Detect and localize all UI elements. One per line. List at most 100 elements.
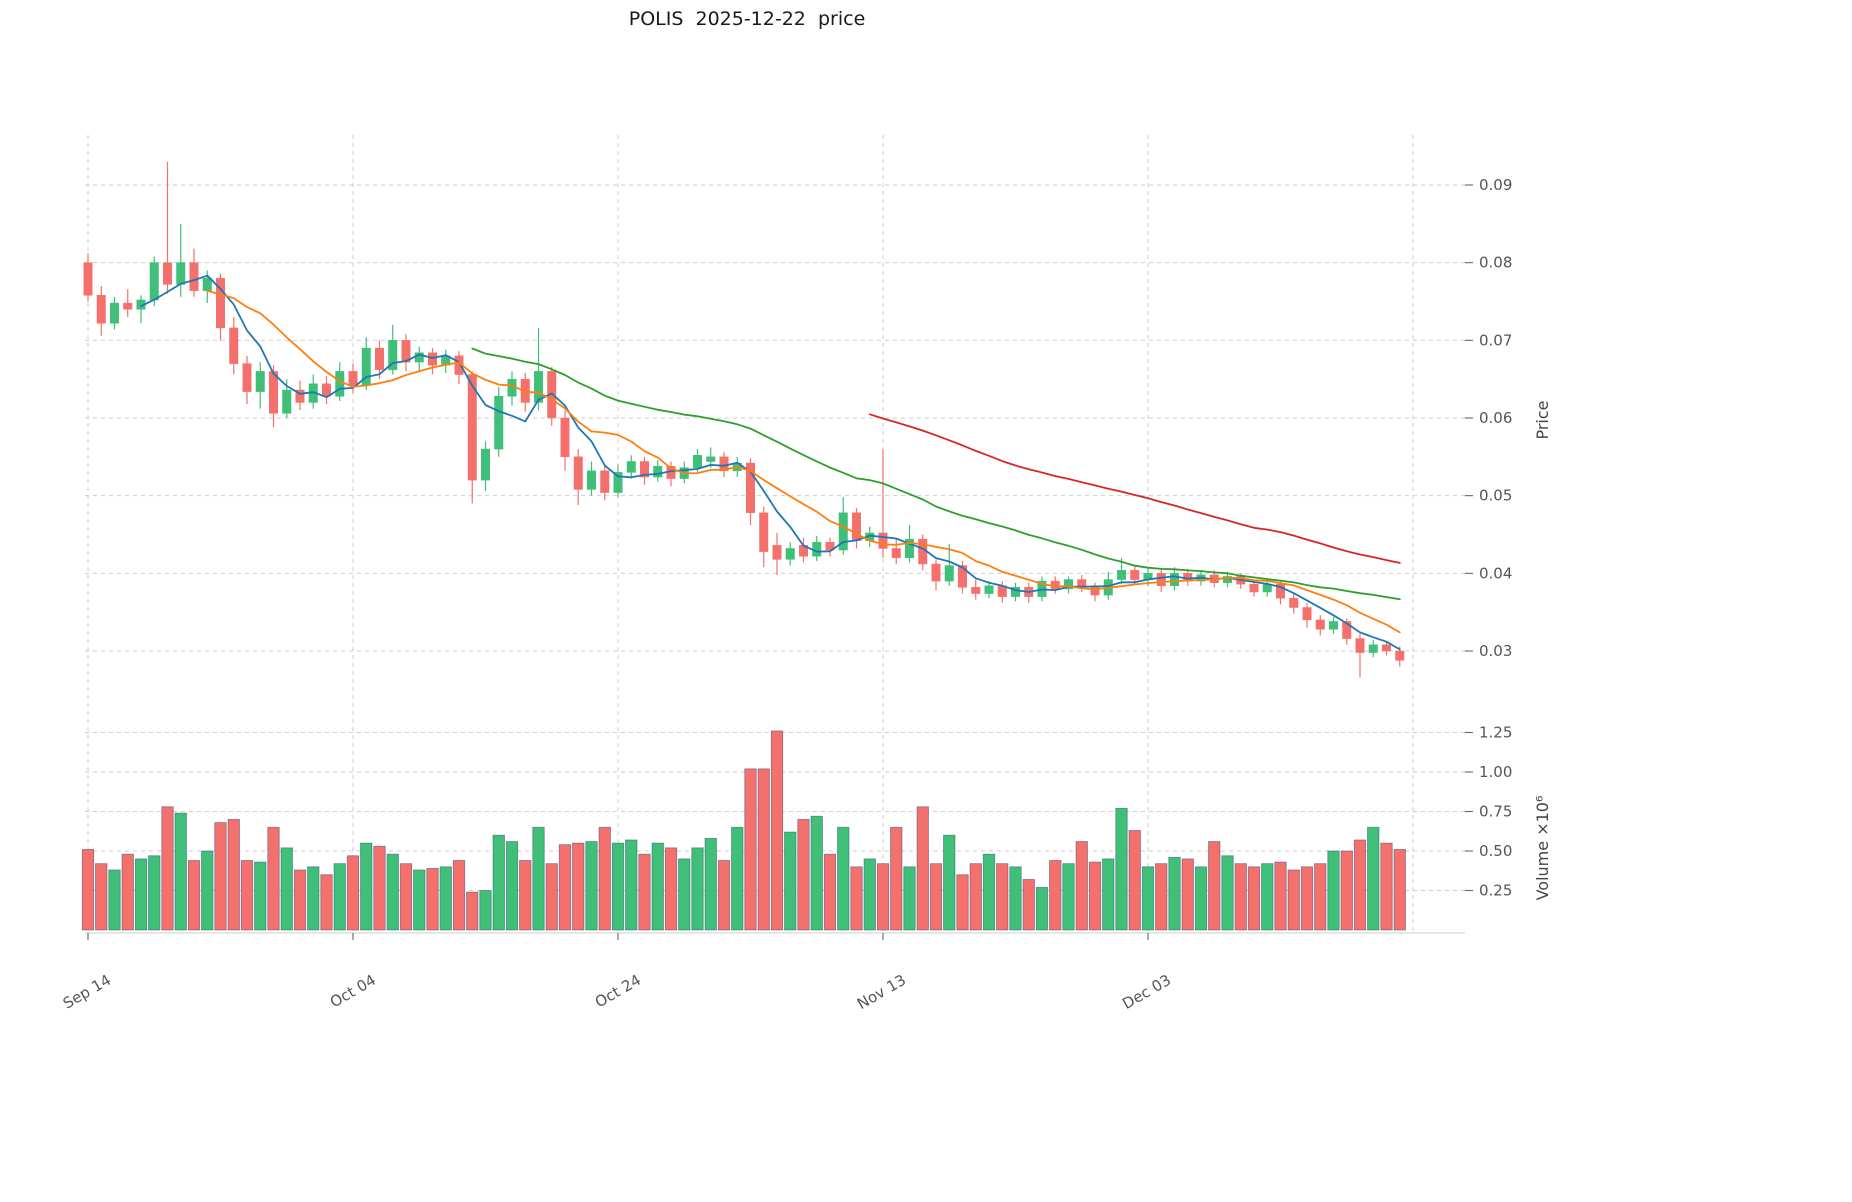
- volume-bar: [969, 863, 982, 931]
- volume-bar: [214, 822, 227, 931]
- x-tick-label: Dec 03: [1119, 971, 1174, 1013]
- volume-bar: [386, 853, 399, 931]
- volume-bar: [1247, 866, 1261, 931]
- candle-body: [1223, 576, 1232, 583]
- candle-body: [1382, 644, 1391, 652]
- volume-bar: [240, 860, 254, 931]
- volume-bar: [439, 866, 452, 931]
- volume-bar: [134, 858, 148, 931]
- candle-body: [123, 302, 133, 310]
- volume-bar: [850, 866, 863, 931]
- volume-bar: [1102, 858, 1115, 931]
- candle-body: [110, 302, 119, 324]
- candle-body: [1355, 638, 1365, 653]
- candle-body: [269, 371, 278, 414]
- candle-body: [971, 587, 981, 594]
- ma-line-5: [140, 274, 1401, 651]
- volume-bar: [651, 842, 664, 931]
- candle-body: [1289, 597, 1299, 608]
- candle-body: [931, 563, 941, 582]
- price-axis-title: Price: [1533, 400, 1552, 439]
- price-tick-label: 0.04: [1479, 564, 1512, 582]
- volume-bar: [187, 860, 201, 931]
- volume-bar: [1049, 860, 1062, 931]
- volume-bar: [1380, 842, 1393, 931]
- volume-bar: [916, 806, 929, 931]
- volume-bar: [625, 839, 638, 931]
- candle-body: [759, 512, 769, 552]
- volume-bar: [1062, 863, 1075, 931]
- volume-bar: [346, 855, 360, 931]
- candle-body: [693, 455, 702, 468]
- candle-body: [348, 371, 358, 386]
- volume-bar: [254, 861, 267, 931]
- candle-body: [163, 262, 172, 285]
- volume-bar: [320, 874, 333, 931]
- x-tick-label: Oct 04: [327, 971, 379, 1011]
- price-tick-label: 0.08: [1479, 254, 1512, 272]
- candle-body: [1329, 621, 1338, 630]
- volume-bar: [638, 853, 651, 931]
- volume-bar: [1115, 807, 1128, 931]
- volume-bar: [982, 853, 996, 931]
- chart-title: POLIS 2025-12-22 price: [628, 8, 866, 30]
- volume-bar: [598, 826, 611, 931]
- candle-body: [1249, 583, 1259, 593]
- candle-body: [216, 277, 225, 329]
- x-tick-label: Sep 14: [60, 971, 114, 1013]
- price-tick-label: 0.06: [1479, 409, 1512, 427]
- candle-body: [1170, 573, 1179, 587]
- candle-body: [785, 548, 795, 560]
- volume-bar: [161, 806, 174, 931]
- volume-bar: [996, 863, 1009, 931]
- volume-bar: [1287, 869, 1300, 931]
- candle-body: [852, 512, 861, 541]
- volume-bar: [704, 837, 717, 931]
- volume-bar: [929, 863, 943, 931]
- volume-axis-title: Volume ×10⁶: [1533, 796, 1552, 901]
- price-tick-label: 0.03: [1479, 642, 1512, 660]
- candle-body: [83, 262, 93, 296]
- volume-bars: [81, 730, 1406, 931]
- volume-bar: [956, 874, 969, 931]
- candle-body: [282, 389, 292, 414]
- volume-bar: [1168, 856, 1181, 931]
- volume-bar: [121, 853, 134, 931]
- volume-bar: [784, 831, 797, 931]
- volume-bar: [1353, 839, 1367, 931]
- candle-body: [772, 545, 782, 560]
- volume-bar: [717, 860, 731, 931]
- volume-bar: [837, 826, 850, 931]
- candle-body: [481, 448, 490, 481]
- volume-tick-label: 0.50: [1479, 842, 1512, 860]
- candle-body: [1011, 587, 1020, 597]
- volume-bar: [1234, 863, 1247, 931]
- volume-bar: [174, 812, 187, 931]
- volume-bar: [757, 768, 770, 931]
- volume-bar: [943, 834, 956, 931]
- candle-body: [984, 585, 994, 594]
- volume-bar: [1393, 849, 1406, 931]
- ma-line-60: [868, 413, 1401, 564]
- volume-bar: [532, 826, 545, 931]
- volume-bar: [1022, 879, 1035, 931]
- volume-bar: [797, 819, 810, 931]
- candle-body: [176, 262, 186, 285]
- candle-body: [600, 470, 610, 493]
- candle-body: [1064, 579, 1073, 590]
- candle-body: [295, 389, 305, 403]
- candle-body: [905, 538, 914, 559]
- volume-bar: [823, 853, 837, 931]
- volume-bar: [1221, 855, 1234, 931]
- candle-body: [1395, 650, 1405, 661]
- volume-bar: [1035, 886, 1049, 931]
- volume-bar: [1300, 866, 1314, 931]
- volume-bar: [863, 858, 876, 931]
- candle-body: [838, 512, 848, 551]
- candle-body: [1368, 644, 1378, 653]
- volume-bar: [333, 863, 346, 931]
- volume-bar: [293, 869, 307, 931]
- candle-body: [626, 461, 636, 473]
- candle-body: [1315, 619, 1325, 630]
